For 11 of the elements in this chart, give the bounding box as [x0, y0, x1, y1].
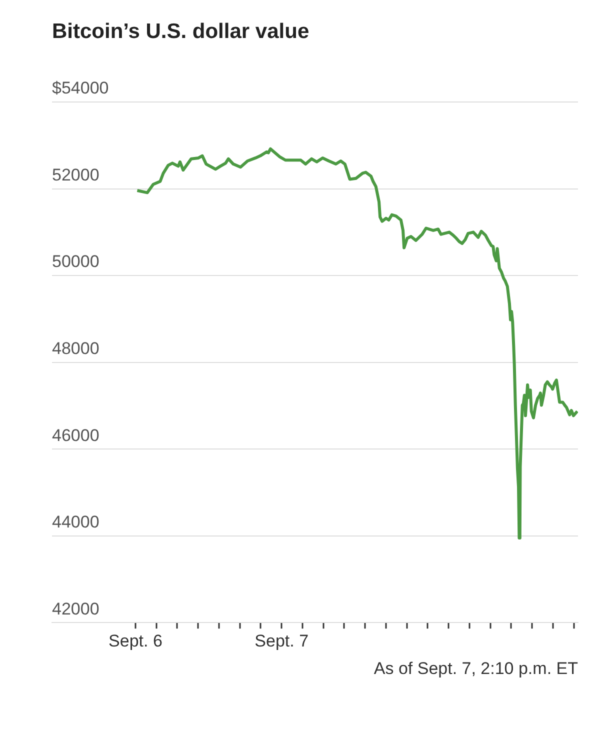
y-tick-label: 46000 — [52, 426, 100, 445]
text: As of Sept. 7, 2:10 p.m. ET — [374, 659, 578, 679]
y-tick-label: 48000 — [52, 338, 100, 358]
y-tick-label: 50000 — [52, 252, 100, 272]
y-tick-label: 42000 — [52, 599, 100, 618]
chart-title: Bitcoin’s U.S. dollar value — [52, 20, 310, 44]
y-tick-label: $54000 — [52, 78, 109, 98]
x-tick-label: Sept. 6 — [108, 631, 162, 650]
y-tick-label: 44000 — [52, 512, 100, 532]
y-tick-label: 52000 — [52, 165, 100, 184]
x-tick-label: Sept. 7 — [254, 631, 309, 650]
